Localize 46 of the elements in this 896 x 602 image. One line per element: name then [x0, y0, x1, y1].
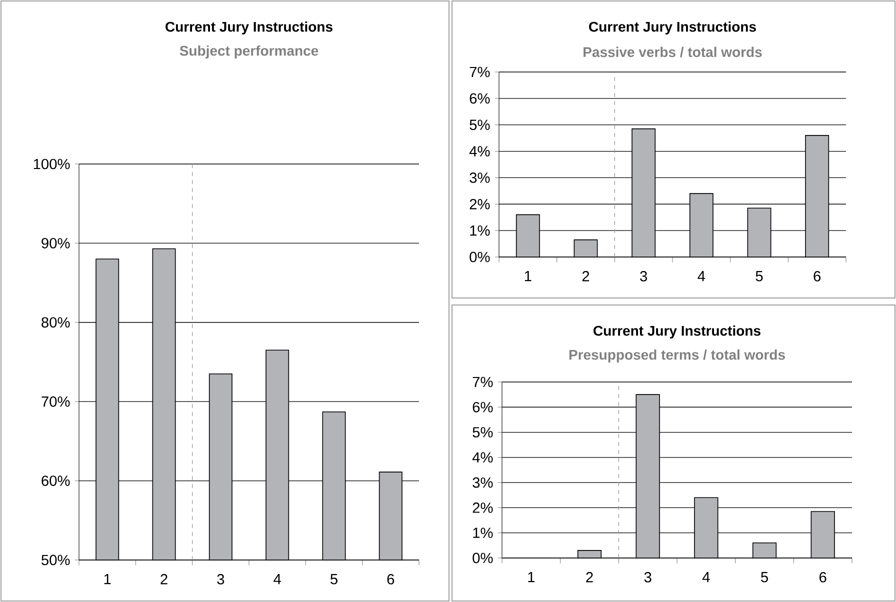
- x-tick-label: 3: [644, 572, 652, 582]
- x-tick-label: 1: [524, 271, 532, 282]
- y-tick-label: 60%: [42, 476, 70, 486]
- y-tick-label: 3%: [472, 477, 493, 488]
- y-tick-label: 5%: [472, 427, 493, 438]
- chart-title: Current Jury Instructions: [589, 21, 756, 35]
- x-tick-label: 6: [387, 574, 394, 584]
- y-tick-label: 7%: [470, 66, 490, 78]
- y-tick-label: 1%: [473, 528, 493, 538]
- chart-subtitle: Presupposed terms / total words: [569, 349, 785, 363]
- chart-subtitle: Passive verbs / total words: [584, 46, 762, 58]
- x-tick-label: 2: [586, 572, 593, 582]
- x-tick-label: 5: [756, 271, 763, 282]
- y-tick-label: 6%: [472, 402, 493, 412]
- x-tick-label: 4: [698, 271, 706, 282]
- y-tick-label: 50%: [42, 554, 70, 566]
- x-tick-label: 4: [702, 572, 710, 582]
- y-tick-label: 1%: [470, 225, 490, 236]
- x-tick-label: 1: [104, 574, 111, 584]
- x-tick-label: 4: [274, 574, 281, 584]
- x-tick-label: 6: [820, 572, 826, 582]
- y-tick-label: 100%: [34, 158, 70, 170]
- y-tick-label: 3%: [470, 172, 490, 183]
- y-tick-label: 0%: [470, 252, 490, 262]
- y-tick-label: 70%: [42, 396, 70, 407]
- chart-title: Current Jury Instructions: [166, 21, 332, 35]
- y-tick-label: 90%: [42, 238, 70, 248]
- y-tick-label: 80%: [42, 317, 70, 328]
- chart-title: Current Jury Instructions: [594, 325, 760, 339]
- x-tick-label: 2: [160, 574, 168, 584]
- y-tick-label: 6%: [470, 93, 490, 104]
- x-tick-label: 5: [330, 574, 338, 584]
- y-tick-label: 4%: [472, 452, 493, 463]
- x-tick-label: 3: [217, 574, 224, 584]
- y-tick-label: 0%: [472, 552, 493, 564]
- y-tick-label: 5%: [470, 120, 490, 130]
- x-tick-label: 6: [814, 271, 821, 282]
- y-tick-label: 4%: [469, 146, 490, 156]
- x-tick-label: 1: [528, 572, 535, 582]
- y-tick-label: 7%: [472, 376, 493, 388]
- y-tick-label: 2%: [470, 198, 490, 210]
- x-tick-label: 3: [640, 271, 648, 282]
- x-tick-label: 5: [761, 572, 768, 582]
- chart-subtitle: Subject performance: [180, 45, 318, 59]
- x-tick-label: 2: [582, 271, 590, 282]
- y-tick-label: 2%: [472, 502, 493, 513]
